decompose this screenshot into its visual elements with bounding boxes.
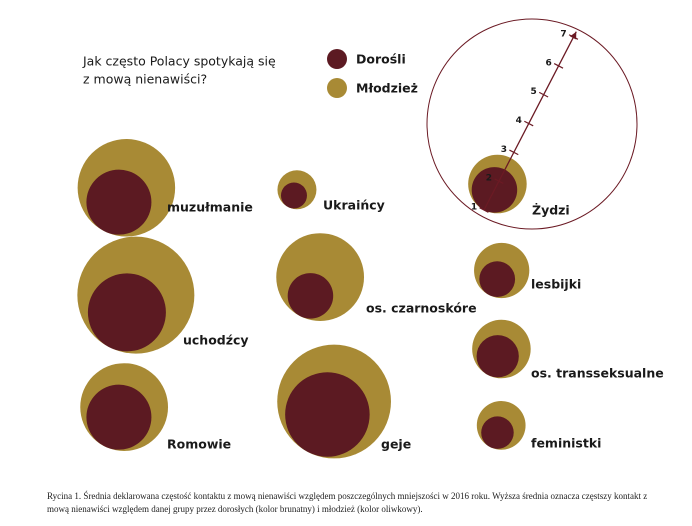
adult-bubble bbox=[479, 261, 516, 298]
adult-bubble bbox=[86, 169, 152, 235]
scale-tick bbox=[538, 91, 549, 98]
category-label: muzułmanie bbox=[167, 200, 253, 215]
scale-circle bbox=[426, 18, 638, 230]
scale-tick bbox=[553, 63, 564, 69]
chart-title: z mową nienawiści? bbox=[83, 72, 207, 87]
scale-tick bbox=[568, 34, 579, 40]
scale-tick-label: 6 bbox=[545, 58, 551, 68]
adult-bubble bbox=[285, 372, 370, 457]
category-label: uchodźcy bbox=[183, 333, 249, 348]
adult-bubble bbox=[87, 273, 166, 352]
adult-bubble bbox=[476, 335, 519, 378]
category-label: Ukraińcy bbox=[323, 198, 385, 213]
category-label: feministki bbox=[531, 436, 601, 451]
legend-swatch bbox=[327, 78, 347, 98]
scale-tick bbox=[524, 120, 534, 127]
scale-tick-label: 2 bbox=[486, 174, 492, 184]
adult-bubble bbox=[280, 182, 307, 209]
chart-title: Jak często Polacy spotykają się bbox=[82, 54, 276, 69]
category-label: geje bbox=[381, 437, 411, 452]
scale-tick bbox=[509, 149, 519, 156]
category-label: lesbijki bbox=[531, 277, 581, 292]
scale-tick-label: 7 bbox=[560, 30, 566, 40]
scale-axis bbox=[483, 31, 577, 211]
scale-tick bbox=[494, 178, 504, 185]
scale-tick bbox=[479, 207, 489, 213]
scale-tick-label: 5 bbox=[531, 87, 537, 97]
adult-bubble bbox=[481, 416, 514, 449]
category-label: Żydzi bbox=[532, 203, 570, 218]
scale-tick-label: 3 bbox=[501, 145, 507, 155]
scale-tick-label: 4 bbox=[516, 116, 522, 126]
adult-bubble bbox=[86, 384, 152, 450]
category-label: os. transseksualne bbox=[531, 366, 664, 381]
category-label: os. czarnoskóre bbox=[366, 301, 477, 316]
scale-tick-label: 1 bbox=[471, 203, 477, 213]
legend-label: Młodzież bbox=[356, 81, 418, 96]
caption: Rycina 1. Średnia deklarowana częstość k… bbox=[47, 491, 648, 514]
adult-bubble bbox=[287, 273, 334, 319]
chart: Jak często Polacy spotykają się z mową n… bbox=[77, 18, 664, 459]
category-label: Romowie bbox=[167, 437, 231, 452]
legend-label: Dorośli bbox=[356, 52, 406, 67]
legend-swatch bbox=[327, 49, 347, 69]
